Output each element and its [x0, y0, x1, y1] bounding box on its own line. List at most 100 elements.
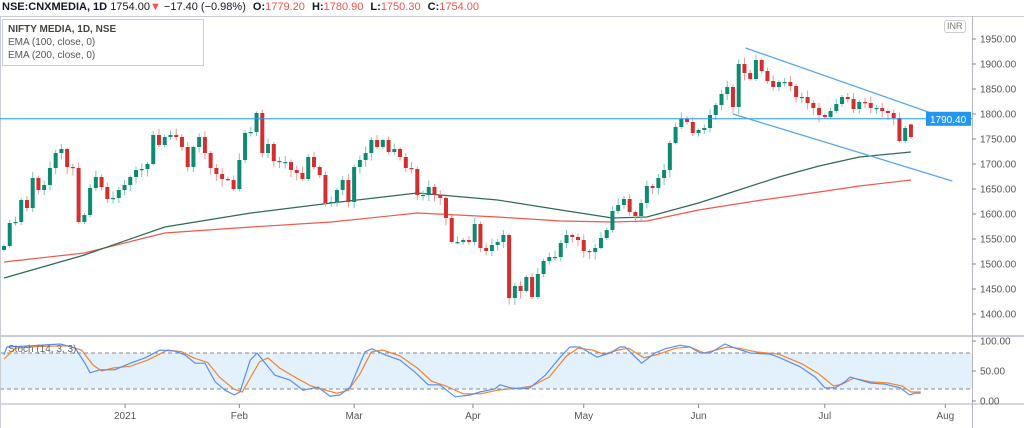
legend-ema100[interactable]: EMA (100, close, 0)	[8, 37, 96, 48]
candle-body	[466, 240, 471, 242]
candle	[82, 213, 87, 224]
candle-body	[375, 140, 380, 147]
candle	[306, 154, 311, 181]
candle-body	[105, 187, 110, 199]
candle	[214, 164, 219, 181]
candle-body	[30, 178, 35, 208]
candle-body	[690, 122, 695, 133]
current-price-badge	[926, 111, 971, 126]
candle	[329, 196, 334, 207]
channel-lower-trendline[interactable]	[732, 113, 953, 182]
candle	[535, 268, 540, 300]
legend-ema200[interactable]: EMA (200, close, 0)	[8, 50, 96, 61]
open-value: 1779.20	[265, 1, 305, 13]
candle	[202, 131, 207, 159]
candle	[76, 162, 81, 224]
candle	[880, 103, 885, 118]
candle	[19, 198, 24, 225]
drawings[interactable]	[0, 47, 972, 182]
candle-body	[639, 203, 644, 216]
candle-body	[484, 248, 489, 251]
candle-body	[24, 200, 29, 208]
candle-body	[558, 243, 563, 257]
candle-body	[53, 153, 58, 168]
indicator-legend[interactable]: NIFTY MEDIA, 1D, NSE EMA (100, close, 0)…	[2, 19, 204, 66]
candle-body	[409, 168, 414, 170]
candle-body	[151, 135, 156, 164]
candle-body	[713, 105, 718, 115]
candle-body	[323, 175, 328, 203]
candle-body	[616, 205, 621, 211]
price-tick-label: 1600.00	[980, 210, 1017, 221]
candle-body	[702, 128, 707, 130]
candle	[231, 175, 236, 191]
candle	[185, 142, 190, 172]
candle-body	[530, 277, 535, 297]
price-tick-label: 1550.00	[980, 235, 1017, 246]
candle-body	[495, 242, 500, 245]
candle	[289, 159, 293, 177]
candle-body	[811, 103, 816, 108]
price-change: −17.40 (−0.98%)	[163, 1, 246, 13]
candle	[254, 111, 259, 136]
candle	[489, 238, 494, 256]
candle-body	[145, 164, 150, 169]
candle	[105, 182, 110, 203]
candle-body	[311, 157, 316, 167]
candle-body	[817, 108, 822, 115]
candle-body	[633, 212, 638, 216]
candle	[403, 153, 408, 172]
candle	[478, 221, 483, 252]
candle-body	[88, 188, 93, 215]
candle-body	[845, 97, 850, 99]
axes[interactable]: 1950.00 1900.00 1850.00 1800.00 1750.00 1700.…	[114, 35, 1017, 423]
candle	[311, 152, 316, 170]
close-label: C:	[427, 1, 440, 13]
low-label: L:	[370, 1, 381, 13]
candle	[134, 166, 139, 184]
candle	[93, 171, 98, 191]
candle-body	[891, 113, 896, 118]
candle-body	[535, 274, 540, 297]
candle-body	[868, 103, 873, 108]
candle-body	[903, 128, 908, 141]
candle-body	[7, 223, 12, 246]
stoch-legend[interactable]: Stoch (14, 3, 3)	[8, 344, 77, 355]
candle	[868, 96, 873, 114]
candle	[122, 180, 127, 196]
candle-body	[776, 82, 781, 87]
candle-body	[518, 286, 523, 291]
candle-body	[65, 149, 70, 167]
candle	[828, 107, 833, 119]
candle	[42, 180, 47, 195]
candle-body	[277, 161, 282, 163]
candle	[145, 162, 150, 177]
candle-body	[863, 102, 867, 104]
candle	[753, 55, 758, 81]
candle-body	[507, 235, 512, 298]
candle	[346, 174, 351, 208]
candle	[174, 128, 179, 141]
candle-body	[449, 218, 454, 242]
time-tick-label: Feb	[231, 411, 249, 422]
candle-body	[604, 230, 609, 238]
candle	[673, 122, 678, 145]
candle	[822, 113, 827, 119]
candle-body	[116, 190, 121, 198]
candle	[225, 176, 230, 182]
candle-body	[788, 82, 793, 86]
candle-body	[2, 246, 6, 250]
candle	[736, 59, 741, 114]
candle	[139, 163, 144, 177]
candle	[88, 184, 93, 218]
candle-body	[662, 170, 667, 178]
candle-body	[369, 140, 374, 153]
candle-body	[243, 133, 248, 160]
candle	[512, 282, 517, 305]
candle	[426, 180, 431, 201]
candle-body	[174, 135, 179, 137]
channel-upper-trendline[interactable]	[745, 47, 958, 123]
candle-body	[828, 111, 833, 117]
candle-body	[748, 73, 753, 79]
